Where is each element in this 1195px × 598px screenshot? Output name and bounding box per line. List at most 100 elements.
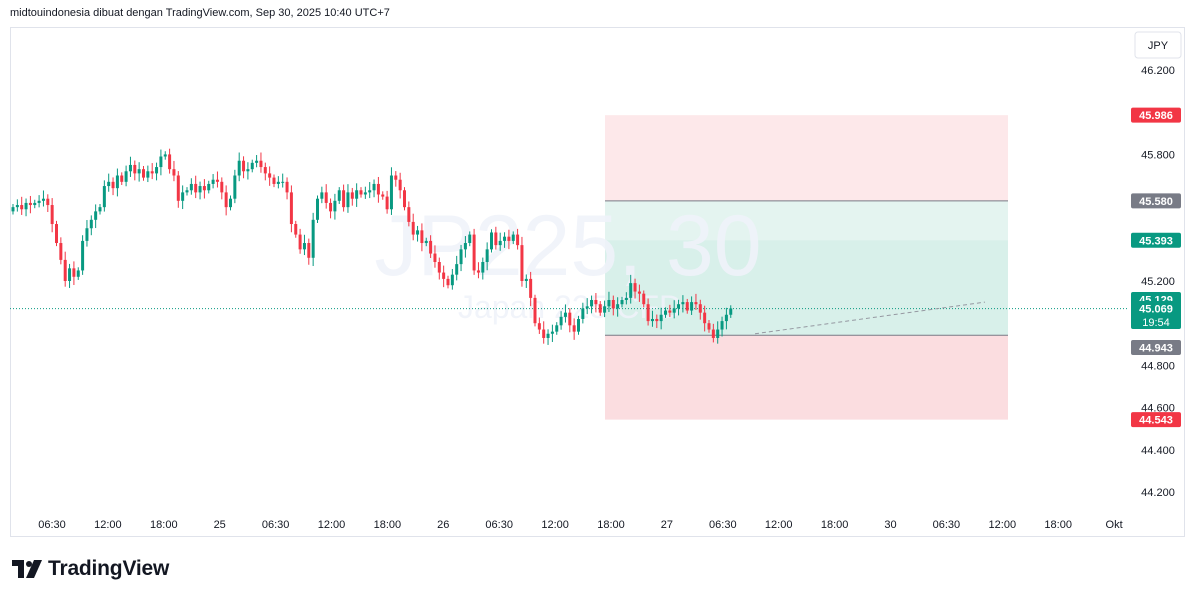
candle [115, 168, 119, 197]
candle [450, 268, 454, 290]
candle [403, 187, 406, 211]
watermark-symbol: JP225, 30 [374, 198, 761, 294]
candle-body [246, 169, 250, 172]
candle [120, 172, 124, 185]
candle [163, 151, 167, 160]
candle [520, 236, 524, 287]
candle [694, 293, 698, 310]
candle-body [503, 236, 507, 241]
candle [498, 232, 502, 251]
candle [490, 229, 493, 253]
candle [355, 183, 359, 207]
candle [198, 181, 202, 200]
price-label-countdown: 19:54 [1142, 317, 1170, 329]
candle-body [563, 312, 567, 317]
candle-body [668, 310, 672, 313]
candle [128, 156, 132, 177]
candle-body [28, 202, 32, 206]
price-axis: 46.200 45.800 45.200 44.800 44.600 44.400 44.2… [1141, 65, 1175, 499]
candle [224, 185, 228, 216]
price-label-value: 44.543 [1139, 415, 1173, 427]
candle [546, 329, 550, 345]
candle [185, 187, 189, 196]
candle [242, 156, 246, 179]
candle-body [407, 207, 411, 222]
candle [494, 226, 498, 250]
time-tick-label: 06:30 [485, 519, 513, 531]
tradingview-logo[interactable]: TradingView [12, 557, 169, 581]
candle [155, 162, 159, 181]
time-tick-label: 26 [437, 519, 449, 531]
candle [168, 148, 172, 174]
candle-body [311, 219, 315, 258]
candle [433, 245, 437, 268]
long-target-zone [605, 240, 1008, 336]
candle [598, 301, 602, 316]
candle [46, 194, 50, 213]
currency-button[interactable]: JPY [1134, 31, 1182, 59]
candle-body [385, 196, 389, 210]
candle-body [176, 175, 180, 201]
candle [437, 257, 441, 280]
candle [633, 278, 637, 299]
candle-body [194, 183, 198, 193]
candle [329, 198, 333, 219]
candle-body [677, 304, 681, 309]
candle [246, 162, 250, 180]
price-tick-label: 45.800 [1141, 149, 1175, 161]
candle [703, 305, 707, 332]
price-labels: 45.98645.58045.39345.12945.06919:5444.94… [1131, 107, 1181, 428]
candle [41, 190, 45, 207]
candle-body [263, 167, 267, 174]
candle-body [355, 190, 359, 199]
candle-body [637, 291, 641, 294]
candle-body [611, 299, 615, 309]
candle [89, 215, 93, 236]
currency-label: JPY [1148, 40, 1169, 52]
candle-body [694, 302, 698, 305]
candle-body [711, 329, 715, 338]
candle-body [107, 181, 111, 187]
candle-body [337, 190, 341, 201]
candle-body [664, 310, 667, 315]
candle-body [189, 183, 193, 191]
candle-body [81, 240, 85, 271]
candle-body [33, 202, 37, 206]
candle-body [302, 243, 306, 250]
candle [255, 155, 259, 168]
candle-body [472, 234, 476, 271]
candle-body [15, 205, 19, 208]
candle-body [690, 302, 694, 311]
candle-body [89, 219, 93, 229]
candle-body [59, 243, 63, 260]
candle [76, 267, 80, 280]
candle-body [207, 183, 211, 191]
chart-frame [10, 27, 1185, 537]
candle [276, 176, 280, 189]
candle [577, 315, 580, 335]
candle-body [433, 253, 437, 263]
candle [176, 171, 180, 208]
time-tick-label: 27 [661, 519, 673, 531]
candle [268, 166, 272, 186]
candle [107, 173, 111, 192]
candle-body [450, 274, 454, 286]
candle [472, 228, 476, 275]
price-label-badge [1131, 107, 1181, 123]
candle [416, 225, 420, 242]
price-tick-label: 44.600 [1141, 403, 1175, 415]
time-tick-label: 30 [884, 519, 896, 531]
candle-body [329, 202, 333, 212]
candle-body [281, 181, 285, 183]
price-label-badge [1131, 193, 1181, 209]
candle [559, 311, 563, 330]
candle-body [616, 304, 620, 309]
candle [20, 196, 24, 215]
candle-body [511, 234, 515, 241]
candle-body [150, 171, 154, 174]
candle [63, 251, 67, 287]
candle [555, 322, 559, 335]
candle-body [372, 183, 376, 191]
